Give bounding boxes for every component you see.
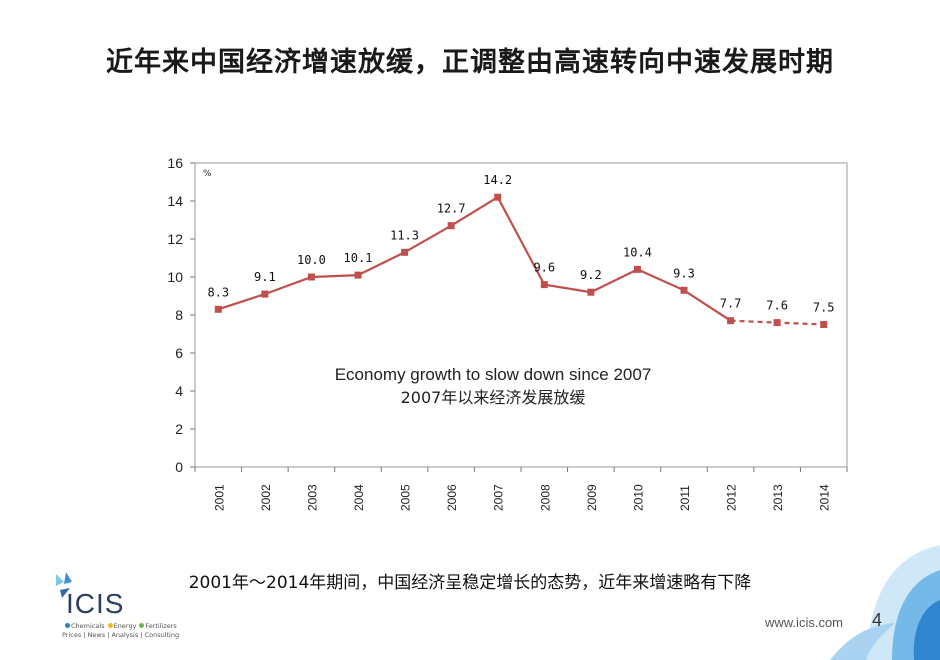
data-point	[587, 288, 595, 296]
data-point	[680, 286, 688, 294]
tagline-dot-icon	[139, 623, 145, 628]
annotation-en: Economy growth to slow down since 2007	[335, 365, 652, 384]
x-tick-label: 2010	[631, 484, 645, 511]
data-point	[447, 222, 455, 230]
data-label: 14.2	[483, 173, 512, 187]
data-point	[633, 265, 641, 273]
logo-tagline-sectors: Chemicals Energy Fertilizers	[62, 622, 192, 631]
data-label: 7.6	[766, 299, 788, 313]
y-tick-label: 16	[167, 155, 183, 171]
data-label: 9.3	[673, 266, 695, 280]
x-tick-label: 2008	[538, 484, 552, 511]
line-chart: 0 2 4 6 8 10 12 14 16% 2001 2002 2003 2004 2005 2006 20…	[167, 155, 848, 511]
data-label: 12.7	[437, 202, 466, 216]
y-tick-label: 8	[175, 307, 183, 323]
data-point	[214, 305, 222, 313]
data-label: 10.4	[623, 245, 652, 259]
x-tick-label: 2013	[771, 484, 785, 511]
x-tick-label: 2003	[305, 484, 319, 511]
x-tick-label: 2005	[399, 484, 413, 511]
logo-tagline: Chemicals Energy Fertilizers Prices | News…	[62, 622, 192, 640]
annotation-zh: 2007年以来经济发展放缓	[401, 388, 586, 407]
data-label: 8.3	[207, 285, 229, 299]
x-tick-label: 2011	[678, 485, 692, 511]
data-point	[307, 273, 315, 281]
website-url[interactable]: www.icis.com	[765, 615, 844, 630]
tagline-sector-label: Energy	[113, 622, 137, 630]
x-tick-label: 2012	[725, 484, 739, 511]
series-line-solid	[217, 195, 732, 322]
y-tick-label: 0	[175, 459, 183, 475]
data-point	[261, 290, 269, 298]
y-tick-label: 2	[175, 421, 183, 437]
x-tick-label: 2001	[212, 484, 226, 511]
data-label: 10.1	[344, 251, 373, 265]
plot-border	[194, 162, 848, 468]
corner-decoration	[830, 545, 940, 660]
x-tick-label: 2014	[818, 484, 832, 511]
data-point	[820, 321, 828, 328]
data-label: 9.1	[254, 270, 276, 284]
y-tick-label: 6	[175, 345, 183, 361]
x-tick-label: 2002	[259, 484, 273, 511]
x-tick-label: 2007	[492, 484, 506, 511]
y-tick-label: 12	[167, 231, 183, 247]
y-tick-label: 14	[167, 193, 183, 209]
data-label: 9.6	[533, 261, 555, 275]
icis-logo: ICIS Chemicals Energy Fertilizers Prices |…	[50, 570, 179, 650]
data-label: 10.0	[297, 253, 326, 267]
data-point	[494, 193, 502, 201]
data-label: 7.7	[720, 297, 742, 311]
data-point	[540, 281, 548, 289]
data-point	[354, 271, 362, 279]
page-number: 4	[872, 610, 883, 630]
chart-area: 0 2 4 6 8 10 12 14 16% 2001 2002 2003 2004 2005 2006 20…	[120, 150, 860, 540]
data-point	[401, 248, 409, 256]
slide-title: 近年来中国经济增速放缓，正调整由高速转向中速发展时期	[106, 47, 834, 78]
data-point	[727, 317, 735, 325]
tagline-sector-label: Chemicals	[71, 622, 105, 630]
logo-wordmark: ICIS	[66, 588, 125, 619]
data-point	[773, 319, 781, 327]
tagline-dot-icon	[65, 623, 70, 628]
y-tick-label: 10	[167, 269, 183, 285]
x-tick-label: 2006	[445, 484, 459, 511]
x-tick-label: 2009	[585, 484, 599, 511]
data-label: 7.5	[813, 301, 835, 315]
slide-caption: 2001年～2014年期间，中国经济呈稳定增长的态势，近年来增速略有下降	[188, 573, 752, 593]
logo-tagline-services: Prices | News | Analysis | Consulting	[62, 631, 180, 639]
data-label: 11.3	[390, 228, 419, 242]
logo-petals-icon	[56, 572, 72, 598]
tagline-dot-icon	[107, 623, 113, 628]
tagline-sector-label: Fertilizers	[145, 622, 177, 630]
x-tick-label: 2004	[352, 484, 366, 511]
data-label: 9.2	[580, 268, 602, 282]
y-tick-label: 4	[175, 383, 183, 399]
y-unit-label: %	[203, 169, 212, 179]
